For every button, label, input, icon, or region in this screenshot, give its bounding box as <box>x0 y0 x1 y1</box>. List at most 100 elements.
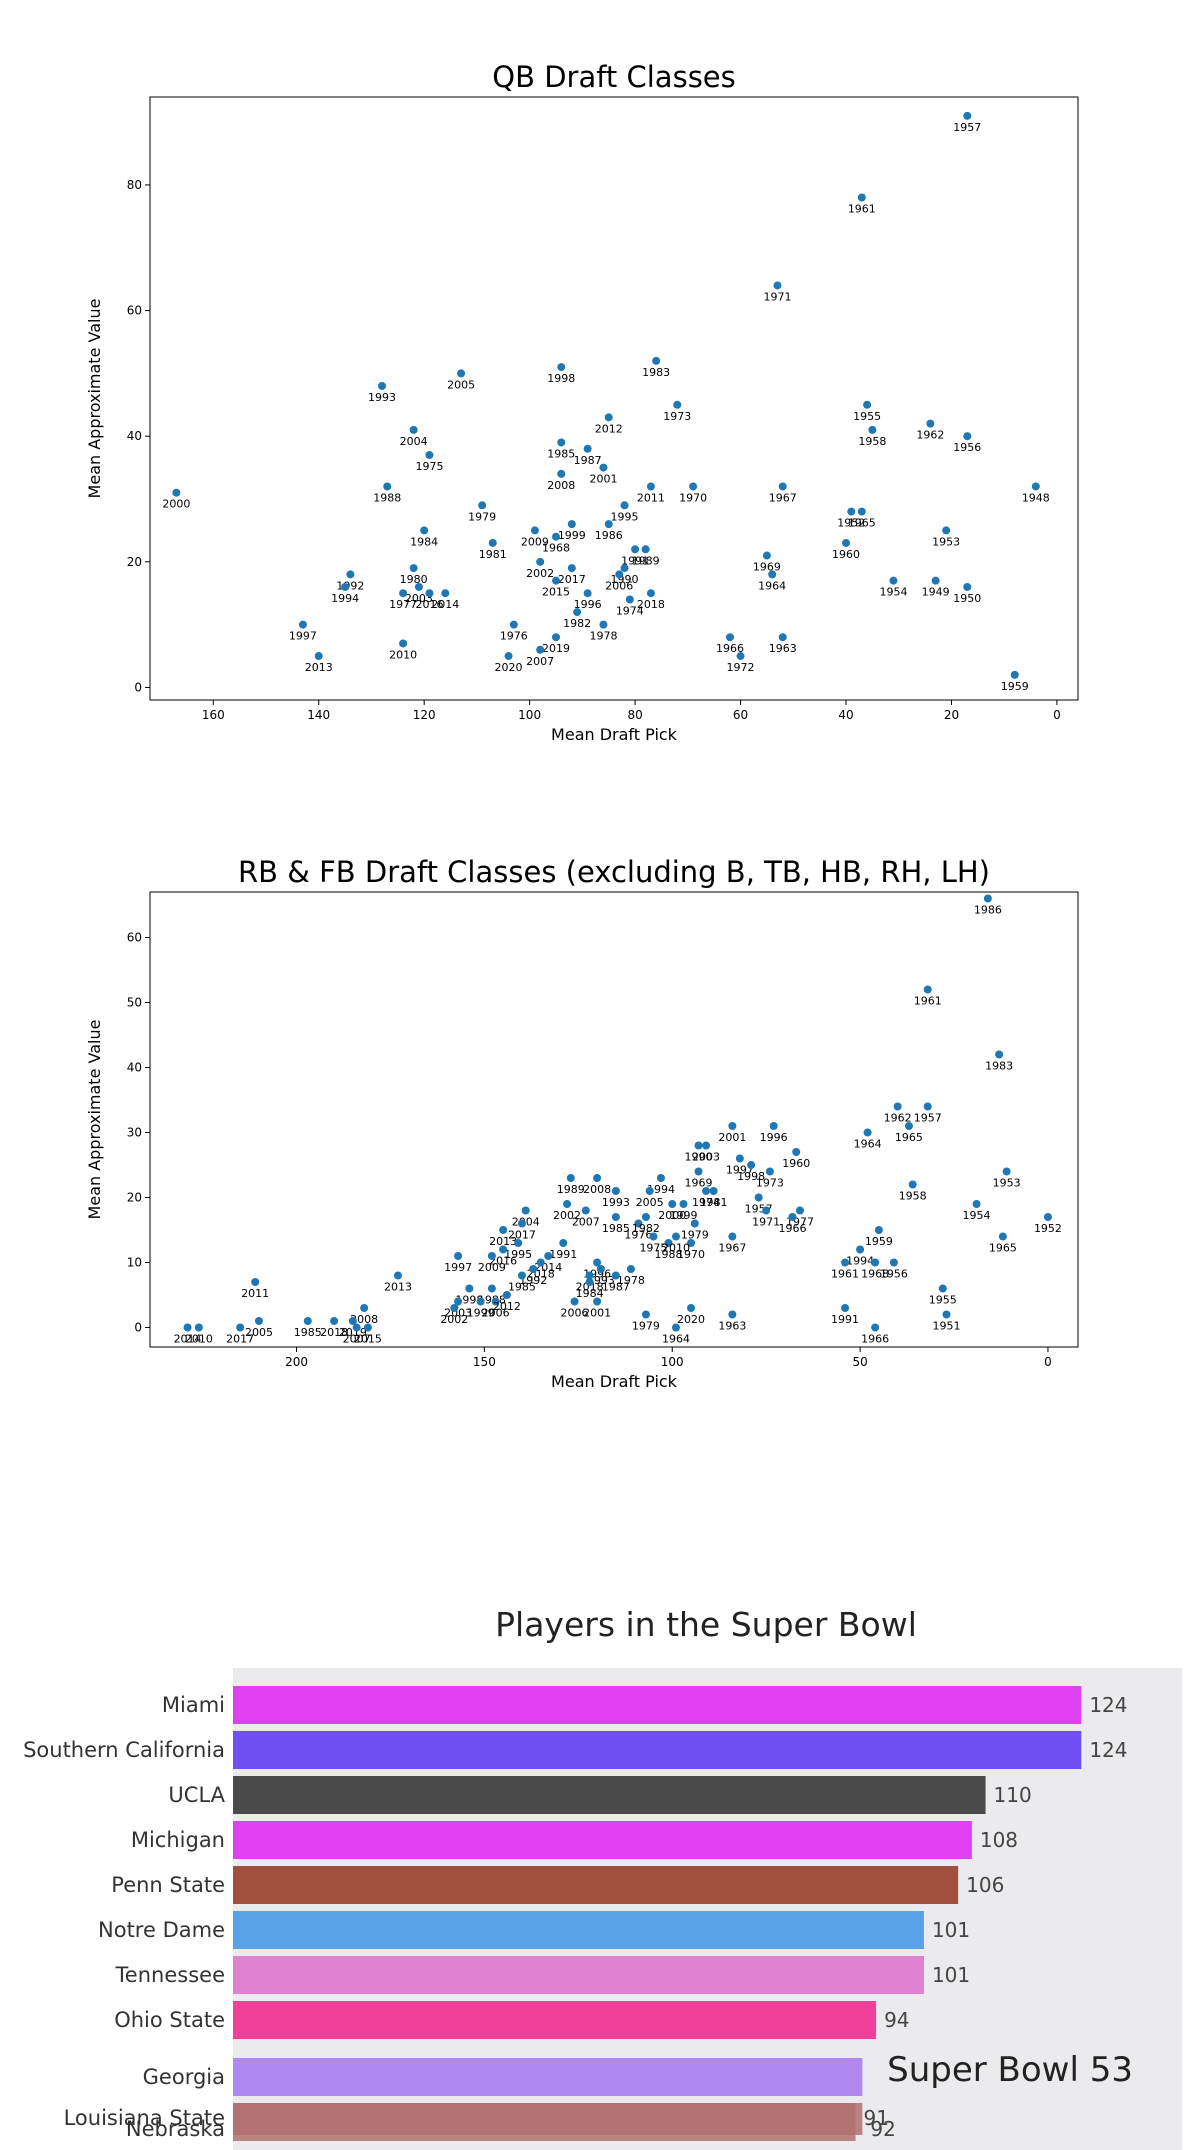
qb-point <box>552 576 560 585</box>
rb-point <box>559 1239 568 1247</box>
qb-point <box>583 444 592 453</box>
qb-point-label: 2020 <box>495 661 523 674</box>
rb-point <box>570 1297 579 1306</box>
rb-point <box>194 1323 203 1332</box>
rb-point-label: 2006 <box>561 1307 589 1320</box>
rb-x-tick-label: 50 <box>852 1355 867 1369</box>
qb-point-label: 1980 <box>400 573 428 586</box>
rb-point <box>611 1213 620 1221</box>
rb-point-label: 2008 <box>583 1183 611 1196</box>
qb-point <box>631 545 640 554</box>
sb-value-label: 94 <box>884 2008 909 2032</box>
qb-point <box>842 538 850 547</box>
rb-point <box>566 1174 575 1182</box>
rb-title: RB & FB Draft Classes (excluding B, TB, … <box>238 855 990 889</box>
qb-point <box>963 111 972 120</box>
qb-point <box>536 645 545 654</box>
qb-point-label: 2013 <box>305 661 333 674</box>
rb-point-label: 2003 <box>692 1151 720 1164</box>
rb-fb-draft-classes-chart: RB & FB Draft Classes (excluding B, TB, … <box>85 855 1079 1391</box>
rb-point <box>679 1200 688 1208</box>
rb-point <box>747 1161 756 1169</box>
rb-point <box>1043 1213 1052 1221</box>
rb-point <box>694 1141 703 1150</box>
rb-y-tick-label: 10 <box>127 1256 142 1270</box>
sb-category-label: Louisiana State <box>64 2106 225 2130</box>
rb-y-tick-label: 30 <box>127 1126 142 1140</box>
rb-point <box>690 1219 699 1228</box>
qb-point <box>620 564 629 573</box>
rb-point-label: 1986 <box>974 904 1002 917</box>
qb-point <box>552 532 560 541</box>
rb-point <box>893 1102 902 1111</box>
rb-point <box>634 1219 643 1228</box>
sb-bar <box>233 1821 972 1859</box>
sb-category-label: UCLA <box>168 1783 225 1807</box>
rb-point <box>476 1297 485 1306</box>
rb-point-label: 1974 <box>692 1196 720 1209</box>
rb-point-label: 1969 <box>685 1177 713 1190</box>
qb-point-label: 1993 <box>368 391 396 404</box>
rb-point <box>871 1323 880 1332</box>
sb-value-label: 91 <box>864 2106 889 2130</box>
qb-point <box>457 369 466 378</box>
rb-point-label: 1997 <box>726 1164 754 1177</box>
rb-point <box>942 1310 951 1319</box>
sb-value-label: 110 <box>994 1783 1032 1807</box>
qb-point <box>762 551 771 560</box>
qb-point-label: 1975 <box>415 460 443 473</box>
rb-point <box>841 1304 850 1312</box>
sb-bar <box>233 1731 1082 1769</box>
rb-point <box>863 1128 872 1137</box>
qb-point-label: 2012 <box>595 422 623 435</box>
rb-point <box>521 1206 530 1215</box>
rb-point-label: 1979 <box>632 1320 660 1333</box>
qb-y-tick-label: 0 <box>134 680 142 694</box>
rb-y-tick-label: 20 <box>127 1191 142 1205</box>
rb-point <box>348 1317 357 1325</box>
rb-point <box>454 1252 463 1260</box>
qb-y-axis-label: Mean Approximate Value <box>85 299 104 499</box>
sb-value-label: 108 <box>980 1828 1018 1852</box>
sb-category-label: Penn State <box>111 1873 225 1897</box>
qb-point-label: 2007 <box>526 655 554 668</box>
rb-point <box>923 1102 932 1111</box>
rb-point-label: 1992 <box>519 1274 547 1287</box>
rb-point-label: 2010 <box>662 1242 690 1255</box>
rb-point <box>765 1167 774 1176</box>
rb-point <box>581 1206 590 1215</box>
qb-x-tick-label: 20 <box>944 708 959 722</box>
qb-x-axis-label: Mean Draft Pick <box>551 725 678 744</box>
qb-point <box>857 507 866 516</box>
qb-point-label: 1966 <box>716 642 744 655</box>
rb-point-label: 2002 <box>553 1209 581 1222</box>
qb-point-label: 2000 <box>162 498 190 511</box>
qb-point <box>536 557 545 566</box>
qb-point-label: 1948 <box>1022 491 1050 504</box>
rb-point-label: 2007 <box>572 1216 600 1229</box>
qb-y-tick-label: 60 <box>127 304 142 318</box>
qb-point <box>504 652 513 661</box>
qb-point <box>646 482 655 491</box>
qb-point-label: 2016 <box>415 598 443 611</box>
qb-point-label: 1968 <box>542 542 570 555</box>
qb-point-label: 2009 <box>521 535 549 548</box>
rb-x-tick-label: 100 <box>661 1355 684 1369</box>
rb-point <box>856 1245 865 1254</box>
rb-point <box>687 1239 696 1247</box>
qb-point-label: 1952 <box>837 517 865 530</box>
qb-point-label: 1965 <box>848 517 876 530</box>
qb-point <box>425 451 434 460</box>
rb-point <box>709 1187 718 1195</box>
rb-x-tick-label: 200 <box>285 1355 308 1369</box>
qb-point-label: 1967 <box>769 491 797 504</box>
qb-point-label: 1955 <box>853 410 881 423</box>
rb-point <box>303 1317 312 1325</box>
rb-point-label: 1990 <box>685 1151 713 1164</box>
rb-point-label: 2009 <box>478 1261 506 1274</box>
rb-point-label: 1965 <box>895 1131 923 1144</box>
rb-point <box>626 1265 635 1273</box>
qb-point-label: 1981 <box>479 548 507 561</box>
qb-point <box>768 570 777 579</box>
qb-point <box>552 633 560 642</box>
